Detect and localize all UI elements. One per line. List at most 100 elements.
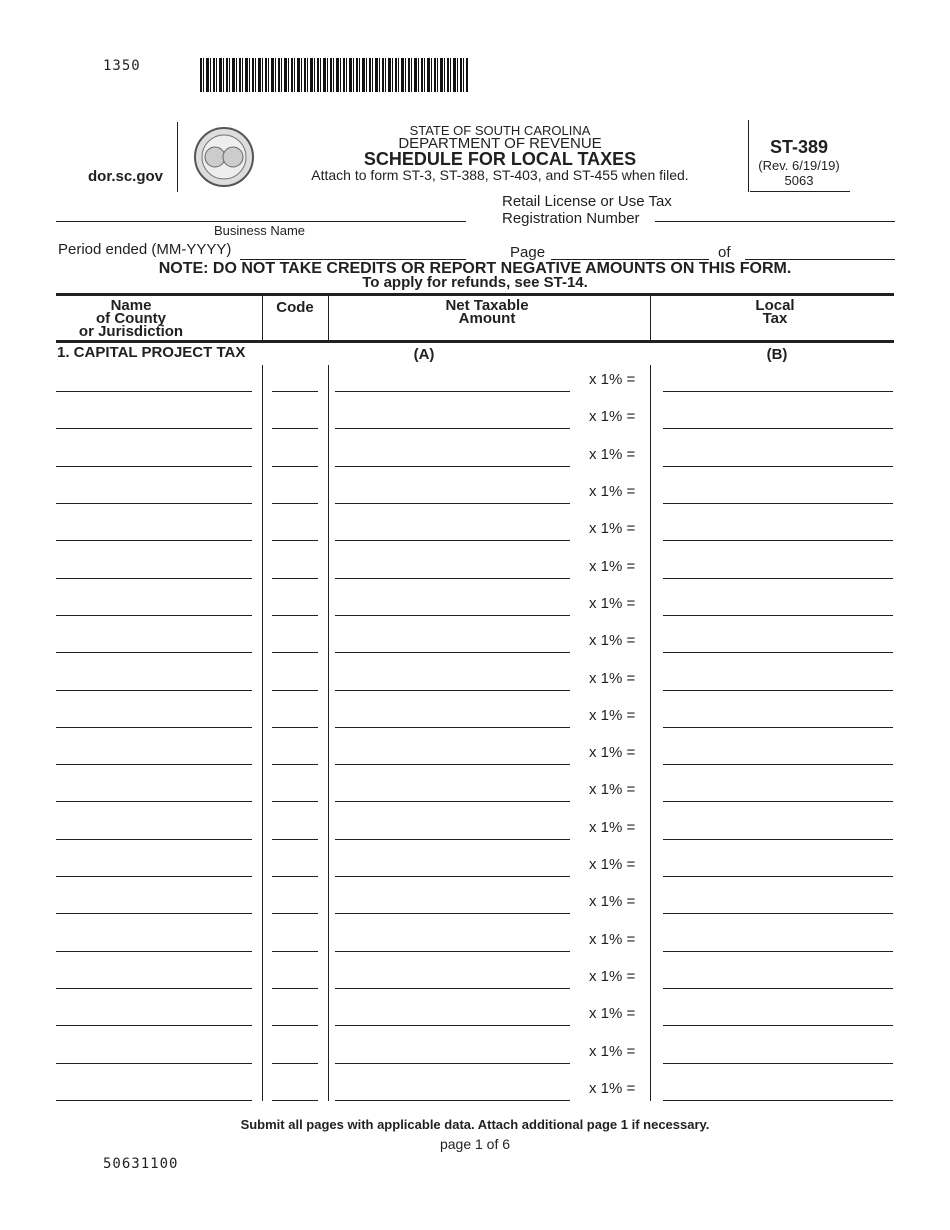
code-field[interactable] <box>272 690 318 691</box>
period-label: Period ended (MM-YYYY) <box>58 241 232 258</box>
revision-date: (Rev. 6/19/19) <box>758 158 840 173</box>
net-taxable-amount-field[interactable] <box>335 727 570 728</box>
net-taxable-amount-field[interactable] <box>335 1100 570 1101</box>
section-title: 1. CAPITAL PROJECT TAX <box>57 344 246 361</box>
code-field[interactable] <box>272 764 318 765</box>
county-name-field[interactable] <box>56 428 252 429</box>
code-field[interactable] <box>272 578 318 579</box>
local-tax-field[interactable] <box>663 988 893 989</box>
code-field[interactable] <box>272 1100 318 1101</box>
rate-label: x 1% = <box>589 819 636 836</box>
local-tax-field[interactable] <box>663 764 893 765</box>
county-name-field[interactable] <box>56 1025 252 1026</box>
net-taxable-amount-field[interactable] <box>335 615 570 616</box>
local-tax-field[interactable] <box>663 578 893 579</box>
county-name-field[interactable] <box>56 578 252 579</box>
county-name-field[interactable] <box>56 503 252 504</box>
code-field[interactable] <box>272 839 318 840</box>
local-tax-field[interactable] <box>663 652 893 653</box>
county-name-field[interactable] <box>56 876 252 877</box>
county-name-field[interactable] <box>56 391 252 392</box>
local-tax-field[interactable] <box>663 913 893 914</box>
net-taxable-amount-field[interactable] <box>335 391 570 392</box>
county-name-field[interactable] <box>56 727 252 728</box>
code-field[interactable] <box>272 652 318 653</box>
local-tax-field[interactable] <box>663 727 893 728</box>
code-field[interactable] <box>272 540 318 541</box>
local-tax-field[interactable] <box>663 690 893 691</box>
rate-label: x 1% = <box>589 520 636 537</box>
rate-label: x 1% = <box>589 595 636 612</box>
county-name-field[interactable] <box>56 951 252 952</box>
county-name-field[interactable] <box>56 652 252 653</box>
rate-label: x 1% = <box>589 670 636 687</box>
net-taxable-amount-field[interactable] <box>335 690 570 691</box>
col-tax-1: Local <box>755 297 795 314</box>
net-taxable-amount-field[interactable] <box>335 1025 570 1026</box>
local-tax-field[interactable] <box>663 391 893 392</box>
net-taxable-amount-field[interactable] <box>335 951 570 952</box>
rate-label: x 1% = <box>589 483 636 500</box>
code-field[interactable] <box>272 913 318 914</box>
code-field[interactable] <box>272 391 318 392</box>
code-field[interactable] <box>272 1063 318 1064</box>
net-taxable-amount-field[interactable] <box>335 578 570 579</box>
period-field[interactable] <box>240 259 466 260</box>
local-tax-field[interactable] <box>663 503 893 504</box>
local-tax-field[interactable] <box>663 540 893 541</box>
col-b-label: (B) <box>766 346 788 363</box>
county-name-field[interactable] <box>56 690 252 691</box>
rate-label: x 1% = <box>589 446 636 463</box>
net-taxable-amount-field[interactable] <box>335 503 570 504</box>
net-taxable-amount-field[interactable] <box>335 764 570 765</box>
form-code: 5063 <box>784 173 814 188</box>
local-tax-field[interactable] <box>663 801 893 802</box>
local-tax-field[interactable] <box>663 428 893 429</box>
local-tax-field[interactable] <box>663 615 893 616</box>
net-taxable-amount-field[interactable] <box>335 988 570 989</box>
local-tax-field[interactable] <box>663 466 893 467</box>
net-taxable-amount-field[interactable] <box>335 466 570 467</box>
code-field[interactable] <box>272 428 318 429</box>
net-taxable-amount-field[interactable] <box>335 913 570 914</box>
code-field[interactable] <box>272 466 318 467</box>
county-name-field[interactable] <box>56 615 252 616</box>
col-amount-1: Net Taxable <box>445 297 529 314</box>
net-taxable-amount-field[interactable] <box>335 839 570 840</box>
county-name-field[interactable] <box>56 466 252 467</box>
county-name-field[interactable] <box>56 913 252 914</box>
code-field[interactable] <box>272 615 318 616</box>
local-tax-field[interactable] <box>663 1025 893 1026</box>
net-taxable-amount-field[interactable] <box>335 1063 570 1064</box>
code-field[interactable] <box>272 988 318 989</box>
code-field[interactable] <box>272 801 318 802</box>
registration-number-field[interactable] <box>655 221 895 222</box>
page-field[interactable] <box>551 259 709 260</box>
net-taxable-amount-field[interactable] <box>335 652 570 653</box>
code-field[interactable] <box>272 951 318 952</box>
county-name-field[interactable] <box>56 540 252 541</box>
county-name-field[interactable] <box>56 1100 252 1101</box>
local-tax-field[interactable] <box>663 876 893 877</box>
county-name-field[interactable] <box>56 801 252 802</box>
local-tax-field[interactable] <box>663 839 893 840</box>
county-name-field[interactable] <box>56 764 252 765</box>
local-tax-field[interactable] <box>663 951 893 952</box>
code-field[interactable] <box>272 503 318 504</box>
county-name-field[interactable] <box>56 839 252 840</box>
business-name-field[interactable] <box>56 221 466 222</box>
local-tax-field[interactable] <box>663 1100 893 1101</box>
of-field[interactable] <box>745 259 895 260</box>
net-taxable-amount-field[interactable] <box>335 876 570 877</box>
col-a-label: (A) <box>413 346 435 363</box>
code-field[interactable] <box>272 1025 318 1026</box>
local-tax-field[interactable] <box>663 1063 893 1064</box>
county-name-field[interactable] <box>56 988 252 989</box>
net-taxable-amount-field[interactable] <box>335 801 570 802</box>
county-name-field[interactable] <box>56 1063 252 1064</box>
net-taxable-amount-field[interactable] <box>335 428 570 429</box>
code-field[interactable] <box>272 727 318 728</box>
net-taxable-amount-field[interactable] <box>335 540 570 541</box>
code-field[interactable] <box>272 876 318 877</box>
